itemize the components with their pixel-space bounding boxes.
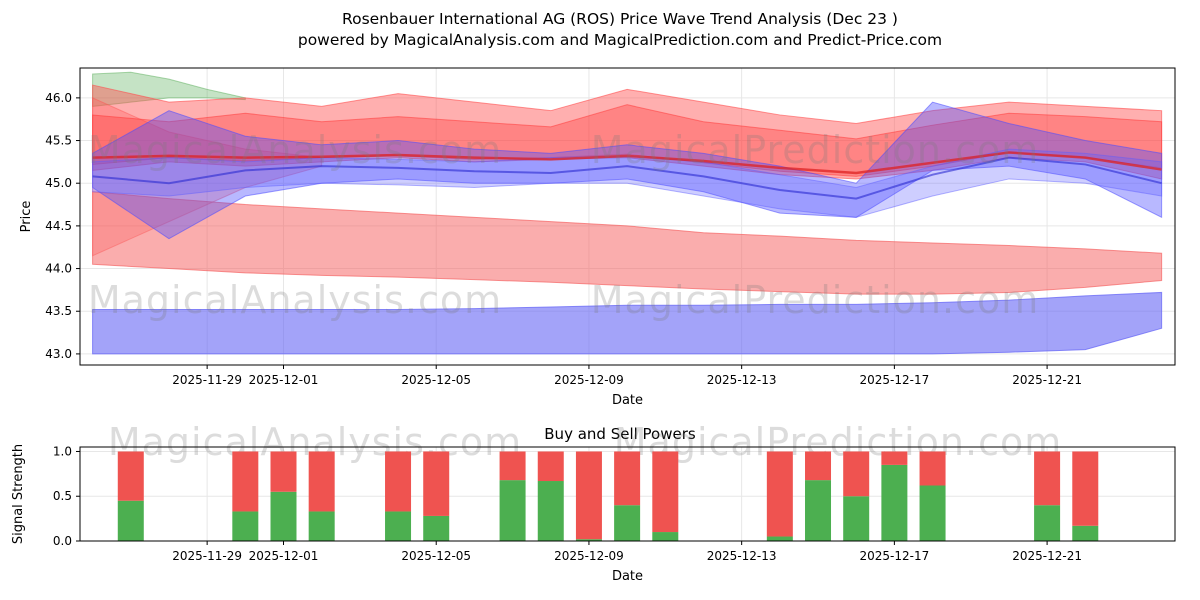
sell-bar [270,451,297,492]
sell-bar [1034,451,1061,506]
sell-bar [919,451,946,486]
buy-bar [117,500,144,541]
line-red-trend [92,151,1162,175]
band-blue-bottom [92,291,1163,355]
sell-bar [499,451,526,481]
buy-bar [919,485,946,541]
buy-sell-chart: MagicalAnalysis.com MagicalPrediction.com… [11,420,1176,584]
chart-subtitle: powered by MagicalAnalysis.com and Magic… [298,31,942,49]
buy-bar [766,536,793,541]
buy-bar [385,511,412,541]
sell-bar [537,451,564,482]
sell-bar [575,451,602,540]
y-tick-label: 43.0 [45,347,72,361]
y-tick-label: 0.5 [53,489,72,503]
sell-bar [805,451,832,481]
band-blue-main [92,101,1163,240]
sell-bar [117,451,144,501]
y-tick-label: 1.0 [53,444,72,458]
sell-bar [385,451,412,512]
x-tick-label: 2025-12-01 [249,549,319,563]
watermark-text: MagicalAnalysis.com [88,128,502,172]
buy-bar [1072,525,1099,541]
x-tick-label: 2025-12-05 [401,549,471,563]
y-axis-label: Signal Strength [11,444,26,544]
y-tick-label: 44.0 [45,262,72,276]
buy-bar [232,511,259,541]
x-tick-label: 2025-12-09 [554,373,624,387]
buy-bar [881,464,908,541]
sell-bar [652,451,679,533]
x-tick-label: 2025-12-09 [554,549,624,563]
buy-bar [652,532,679,541]
y-axis-label: Price [19,201,34,233]
sell-bar [423,451,450,516]
x-tick-label: 2025-11-29 [172,373,242,387]
plot-border [79,67,1176,366]
x-tick-label: 2025-12-13 [707,549,777,563]
buy-bar [614,505,641,541]
buy-bar [308,511,335,541]
watermark-text: MagicalPrediction.com [591,128,1040,172]
sell-bar [308,451,335,512]
plot-border [79,446,1176,542]
x-axis-label: Date [612,393,643,408]
sell-bar [843,451,870,497]
buy-bar [423,515,450,541]
x-tick-label: 2025-12-05 [401,373,471,387]
line-blue-trend [92,156,1162,200]
y-tick-label: 45.5 [45,134,72,148]
watermark-text: MagicalAnalysis.com [88,278,502,322]
buy-bar [537,481,564,541]
chart-title: Rosenbauer International AG (ROS) Price … [342,10,898,28]
sell-bar [232,451,259,512]
power-chart-title: Buy and Sell Powers [544,425,696,443]
band-green-top-left [92,71,246,107]
price-chart: MagicalAnalysis.com MagicalPrediction.com… [19,67,1176,408]
y-tick-label: 0.0 [53,534,72,548]
x-tick-label: 2025-12-17 [860,373,930,387]
buy-bar [1034,505,1061,541]
x-tick-label: 2025-12-21 [1012,373,1082,387]
buy-bar [843,496,870,541]
buy-bar [805,480,832,541]
y-tick-label: 46.0 [45,91,72,105]
x-tick-label: 2025-12-21 [1012,549,1082,563]
y-tick-label: 44.5 [45,219,72,233]
buy-bar [499,480,526,541]
band-pink-declining [92,191,1163,295]
x-tick-label: 2025-11-29 [172,549,242,563]
sell-bar [614,451,641,506]
buy-bar [270,491,297,541]
sell-bar [766,451,793,537]
x-tick-label: 2025-12-13 [707,373,777,387]
x-tick-label: 2025-12-17 [860,549,930,563]
x-axis-label: Date [612,569,643,584]
watermark-text: MagicalPrediction.com [614,420,1063,464]
y-tick-label: 45.0 [45,176,72,190]
buy-bar [575,539,602,541]
sell-bar [881,451,908,465]
sell-bar [1072,451,1099,526]
watermark-text: MagicalPrediction.com [591,278,1040,322]
x-tick-label: 2025-12-01 [249,373,319,387]
y-tick-label: 43.5 [45,304,72,318]
